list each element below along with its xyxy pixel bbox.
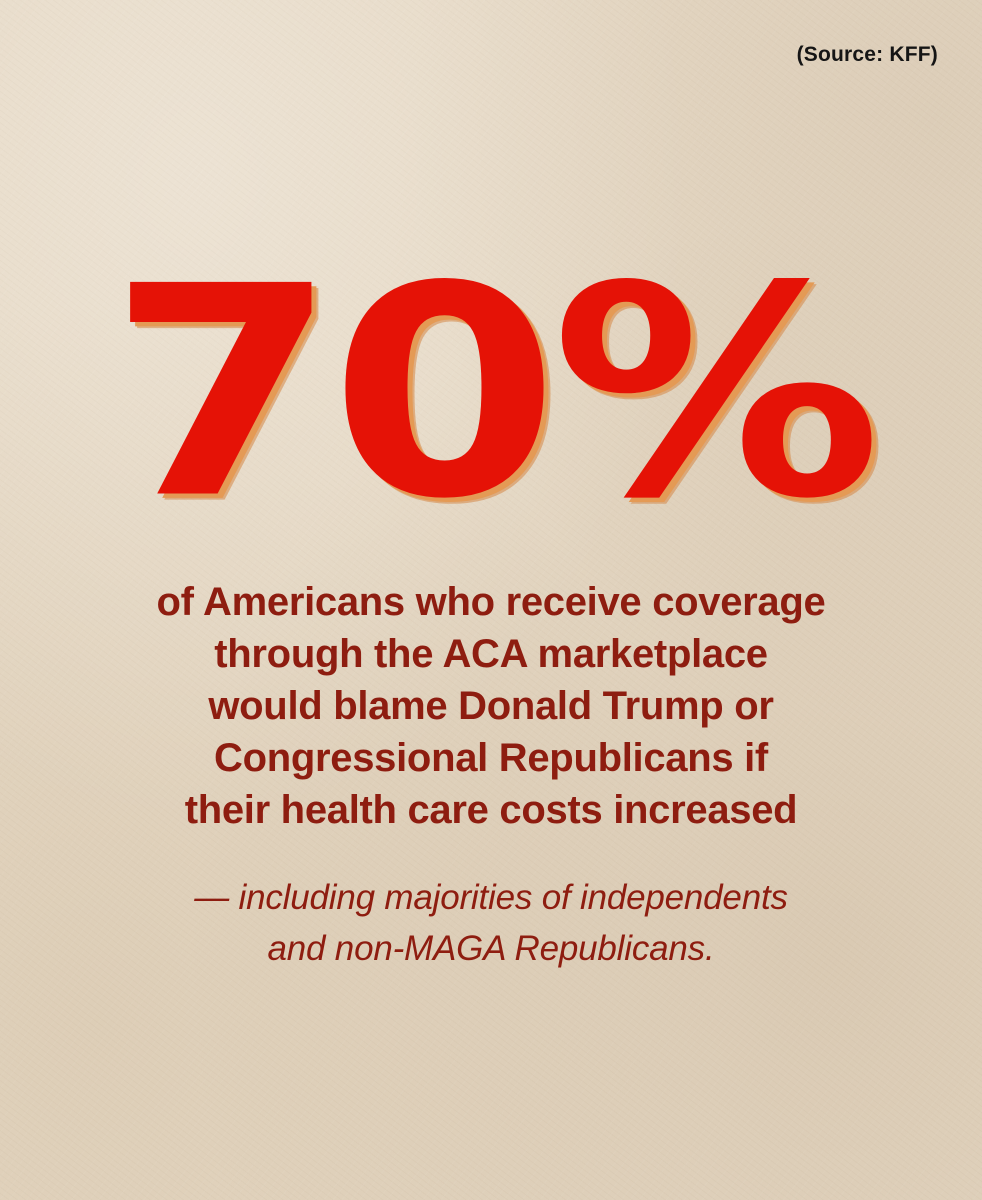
footnote-line: and non-MAGA Republicans. [267, 929, 715, 968]
footnote-line: — including majorities of independents [194, 878, 788, 917]
statement-line: their health care costs increased [184, 788, 798, 832]
statement-line: would blame Donald Trump or [208, 684, 774, 728]
footnote-text: — including majorities of independents a… [0, 872, 982, 974]
statement-line: Congressional Republicans if [214, 736, 768, 780]
statement-line: through the ACA marketplace [214, 632, 768, 676]
headline-percentage: 70% [108, 224, 882, 563]
source-citation: (Source: KFF) [796, 43, 938, 66]
statement-text: of Americans who receive coverage throug… [0, 576, 982, 836]
statement-line: of Americans who receive coverage [156, 580, 826, 624]
